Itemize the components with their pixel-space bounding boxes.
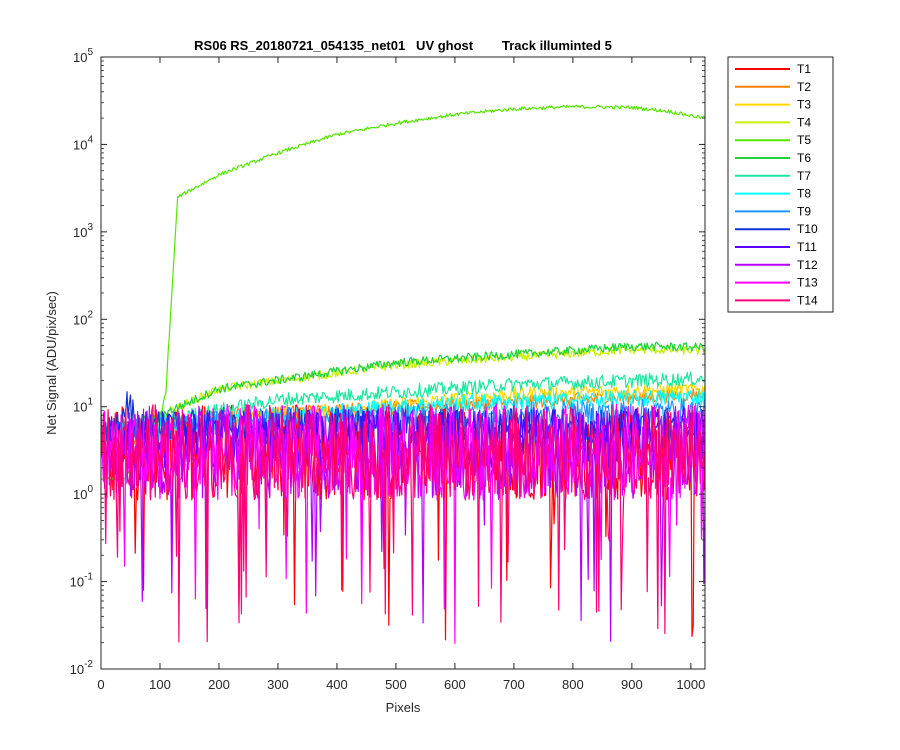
y-axis-label: Net Signal (ADU/pix/sec) — [44, 291, 59, 435]
legend-label-t10: T10 — [797, 222, 818, 236]
y-tick-label: 101 — [73, 397, 93, 415]
x-tick-label: 1000 — [676, 677, 705, 692]
chart-title: RS06 RS_20180721_054135_net01 UV ghost T… — [194, 38, 612, 53]
legend-label-t4: T4 — [797, 115, 811, 129]
legend-label-t2: T2 — [797, 80, 811, 94]
legend-label-t3: T3 — [797, 98, 811, 112]
legend-label-t8: T8 — [797, 187, 811, 201]
y-tick-label: 10-2 — [70, 659, 94, 677]
y-tick-label: 105 — [73, 47, 93, 65]
legend-label-t12: T12 — [797, 258, 818, 272]
x-tick-label: 500 — [385, 677, 407, 692]
x-tick-label: 700 — [503, 677, 525, 692]
series-line-t6 — [100, 341, 706, 435]
legend-label-t1: T1 — [797, 62, 811, 76]
x-tick-label: 600 — [444, 677, 466, 692]
x-tick-label: 200 — [208, 677, 230, 692]
y-tick-label: 104 — [73, 134, 93, 152]
series-line-t14 — [100, 403, 706, 643]
series-line-t5 — [100, 104, 706, 481]
legend-label-t11: T11 — [797, 240, 817, 254]
legend-label-t7: T7 — [797, 169, 811, 183]
tick-layer: 0 100 200 300 400 500 600 700 800 900 1000 10-2 10-1… — [70, 47, 706, 692]
legend-label-t9: T9 — [797, 204, 811, 218]
x-tick-label: 0 — [97, 677, 104, 692]
legend-label-t14: T14 — [797, 293, 818, 307]
legend-label-t13: T13 — [797, 276, 818, 290]
y-tick-label: 103 — [73, 222, 93, 240]
legend-label-t5: T5 — [797, 133, 811, 147]
x-tick-label: 800 — [562, 677, 584, 692]
legend-label-t6: T6 — [797, 151, 811, 165]
x-tick-label: 100 — [149, 677, 171, 692]
y-tick-label: 100 — [73, 484, 93, 502]
x-tick-label: 300 — [267, 677, 289, 692]
plot-frame — [100, 56, 706, 670]
series-line-t4 — [100, 345, 706, 437]
x-tick-label: 900 — [621, 677, 643, 692]
x-tick-label: 400 — [326, 677, 348, 692]
legend-box — [727, 56, 834, 313]
x-axis-label: Pixels — [386, 700, 421, 715]
y-tick-label: 102 — [73, 309, 93, 327]
legend: T1 T2 T3 T4 T5 T6 T7 T8 T9 T10 T11 T12 T13 T14 — [727, 56, 834, 313]
series-line-t13 — [100, 403, 706, 644]
y-tick-label: 10-1 — [70, 572, 94, 590]
series-layer — [100, 104, 706, 644]
